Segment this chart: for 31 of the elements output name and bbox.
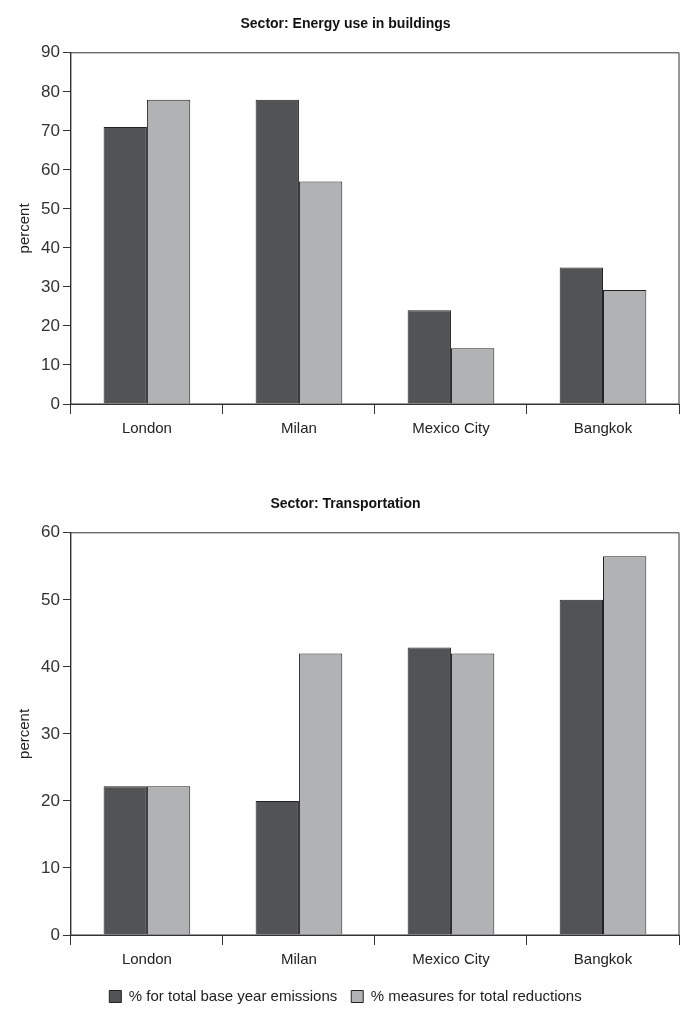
y-tick-label: 10 [40, 354, 60, 374]
x-tick-label: Milan [281, 950, 317, 968]
x-tick-label: Bangkok [573, 419, 633, 437]
y-tick-label: 40 [40, 656, 60, 676]
y-tick-label: 50 [40, 198, 60, 218]
y-tick-label: 0 [50, 393, 60, 413]
x-tick-label: London [121, 419, 172, 437]
x-tick-label: London [121, 950, 172, 968]
y-tick-label: 60 [40, 159, 60, 179]
y-tick-label: 20 [40, 315, 60, 335]
x-tick-label: Mexico City [412, 419, 491, 437]
y-tick-label: 0 [50, 924, 60, 944]
y-axis-title: percent [15, 708, 33, 759]
y-tick-label: 40 [40, 237, 60, 257]
x-tick-label: Milan [281, 419, 317, 437]
chart-title: Sector: Transportation [270, 495, 421, 512]
y-tick-label: 10 [40, 857, 60, 877]
x-tick-label: Bangkok [573, 950, 633, 968]
y-axis-title: percent [15, 202, 33, 254]
y-tick-label: 50 [40, 589, 60, 609]
y-tick-label: 80 [40, 81, 60, 101]
y-tick-label: 30 [40, 276, 60, 296]
y-tick-label: 60 [40, 522, 60, 542]
y-tick-label: 90 [40, 42, 60, 62]
y-tick-label: 30 [40, 723, 60, 743]
x-tick-label: Mexico City [412, 950, 491, 968]
legend-label: % for total base year emissions [128, 986, 338, 1004]
y-tick-label: 70 [40, 120, 60, 140]
chart-title: Sector: Energy use in buildings [240, 15, 451, 32]
y-tick-label: 20 [40, 790, 60, 810]
legend-label: % measures for total reductions [370, 986, 582, 1004]
